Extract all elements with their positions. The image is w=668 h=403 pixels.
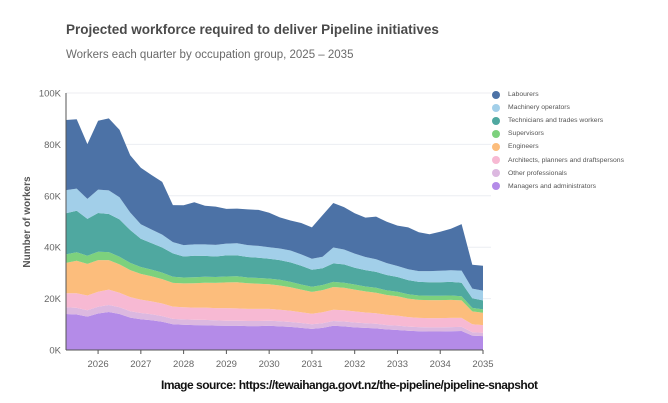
x-tick-label: 2034 bbox=[430, 359, 451, 370]
y-tick-label: 0K bbox=[49, 346, 61, 357]
x-tick-label: 2030 bbox=[259, 359, 280, 370]
legend-swatch-icon bbox=[492, 182, 500, 191]
y-tick-label: 60K bbox=[44, 191, 62, 202]
area-technicians-and-trades-workers bbox=[66, 210, 483, 310]
legend-label: Technicians and trades workers bbox=[508, 117, 604, 125]
chart-title: Projected workforce required to deliver … bbox=[66, 22, 439, 37]
legend-swatch-icon bbox=[492, 129, 500, 138]
legend-item: Technicians and trades workers bbox=[492, 114, 624, 127]
legend-item: Machinery operators bbox=[492, 101, 624, 114]
x-tick-label: 2026 bbox=[88, 359, 109, 370]
area-labourers bbox=[66, 118, 483, 291]
legend-item: Supervisors bbox=[492, 127, 624, 140]
x-tick-label: 2031 bbox=[301, 359, 322, 370]
y-axis-title: Number of workers bbox=[22, 176, 33, 268]
area-machinery-operators bbox=[66, 188, 483, 301]
legend-label: Other professionals bbox=[508, 169, 567, 177]
y-tick-label: 20K bbox=[44, 294, 62, 305]
legend-label: Engineers bbox=[508, 143, 539, 151]
legend-label: Labourers bbox=[508, 91, 539, 99]
legend-item: Labourers bbox=[492, 88, 624, 101]
legend-swatch-icon bbox=[492, 156, 500, 165]
area-layers bbox=[66, 118, 483, 350]
legend-label: Supervisors bbox=[508, 130, 544, 138]
chart-subtitle: Workers each quarter by occupation group… bbox=[66, 49, 354, 61]
area-other-professionals bbox=[66, 305, 483, 337]
legend-label: Architects, planners and draftspersons bbox=[508, 156, 624, 164]
legend-item: Engineers bbox=[492, 140, 624, 153]
y-tick-label: 40K bbox=[44, 243, 62, 254]
x-tick-label: 2033 bbox=[387, 359, 408, 370]
legend-item: Architects, planners and draftspersons bbox=[492, 153, 624, 166]
legend-swatch-icon bbox=[492, 116, 500, 125]
legend-item: Other professionals bbox=[492, 167, 624, 180]
y-tick-label: 100K bbox=[39, 89, 62, 100]
legend-swatch-icon bbox=[492, 142, 500, 151]
area-architects-planners-and-draftspersons bbox=[66, 289, 483, 333]
legend-label: Managers and administrators bbox=[508, 182, 597, 190]
legend-label: Machinery operators bbox=[508, 104, 570, 112]
x-tick-label: 2028 bbox=[173, 359, 194, 370]
x-tick-label: 2032 bbox=[344, 359, 365, 370]
x-tick-label: 2027 bbox=[130, 359, 151, 370]
x-tick-label: 2029 bbox=[216, 359, 237, 370]
legend: Labourers Machinery operators Technicians … bbox=[492, 88, 624, 193]
legend-swatch-icon bbox=[492, 103, 500, 112]
area-engineers bbox=[66, 260, 483, 326]
x-tick-label: 2035 bbox=[472, 359, 493, 370]
x-axis-ticks: 2026 2027 2028 2029 2030 2031 2032 2033 2034 2035 bbox=[88, 350, 494, 370]
y-axis-ticks: 0K 20K 40K 60K 80K 100K bbox=[39, 89, 62, 357]
y-tick-label: 80K bbox=[44, 140, 62, 151]
legend-swatch-icon bbox=[492, 90, 500, 99]
area-supervisors bbox=[66, 251, 483, 313]
legend-item: Managers and administrators bbox=[492, 180, 624, 193]
image-source-note: Image source: https://tewaihanga.govt.nz… bbox=[161, 378, 538, 392]
area-managers-and-administrators bbox=[66, 312, 483, 350]
axes bbox=[65, 93, 483, 351]
legend-swatch-icon bbox=[492, 169, 500, 178]
